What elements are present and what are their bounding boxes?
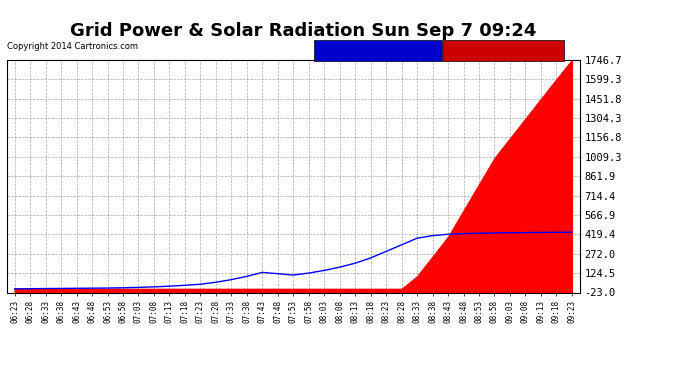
Text: Grid Power & Solar Radiation Sun Sep 7 09:24: Grid Power & Solar Radiation Sun Sep 7 0…: [70, 22, 537, 40]
Text: Copyright 2014 Cartronics.com: Copyright 2014 Cartronics.com: [7, 42, 138, 51]
Text: Radiation (w/m2): Radiation (w/m2): [335, 46, 421, 55]
Text: Grid (AC Watts): Grid (AC Watts): [463, 46, 544, 55]
